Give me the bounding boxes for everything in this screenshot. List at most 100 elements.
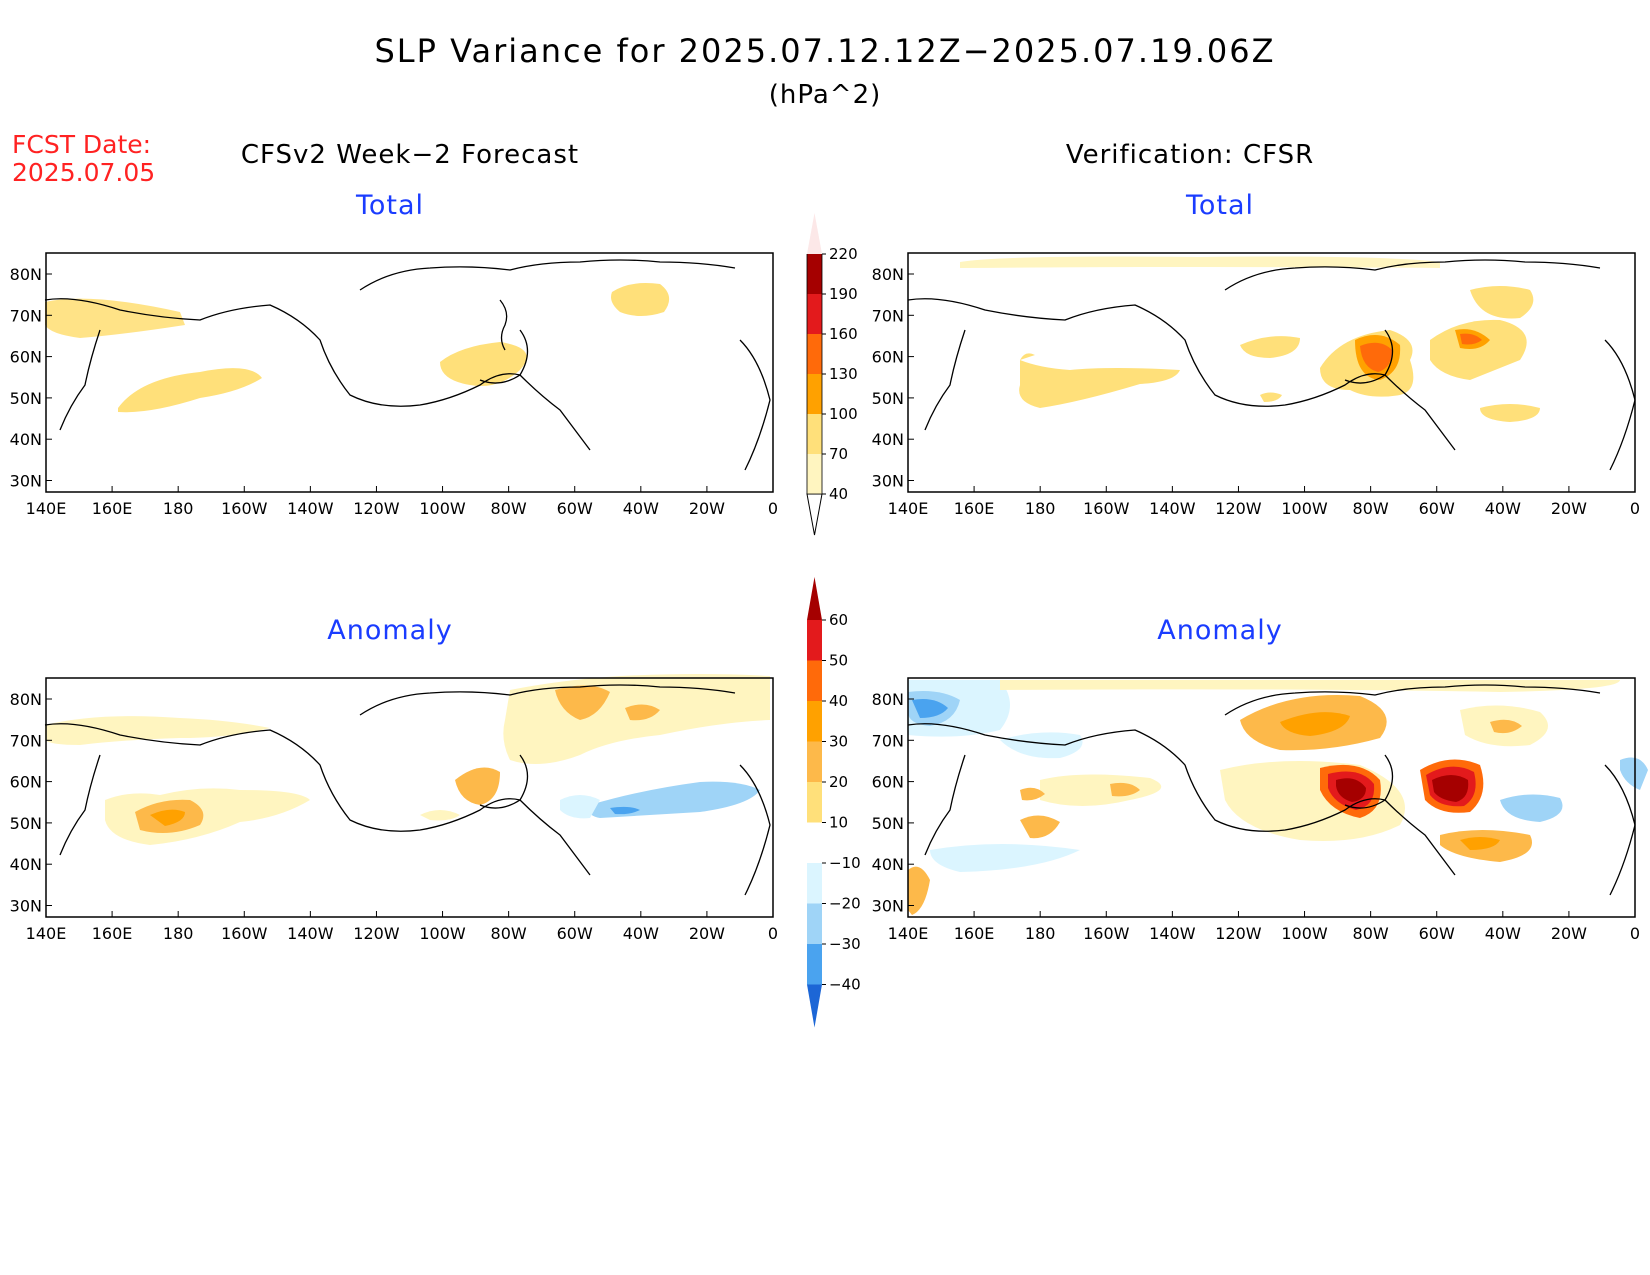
colorbar-total-label: 100 bbox=[829, 405, 858, 423]
lon-tick-label: 100W bbox=[1281, 924, 1328, 943]
coastline bbox=[44, 684, 771, 896]
lat-tick-label: 80N bbox=[10, 265, 42, 284]
colorbar-anomaly-label: −40 bbox=[829, 976, 861, 994]
lat-tick-label: 60N bbox=[872, 773, 904, 792]
lon-tick-label: 180 bbox=[163, 499, 194, 518]
coastline bbox=[907, 259, 1636, 471]
lon-tick-label: 140E bbox=[26, 924, 67, 943]
lon-tick-label: 0 bbox=[768, 924, 778, 943]
colorbar-total-swatch bbox=[807, 414, 822, 454]
column-head-forecast: CFSv2 Week−2 Forecast bbox=[240, 140, 580, 170]
lon-tick-label: 120W bbox=[1215, 924, 1262, 943]
map-frame bbox=[907, 252, 1636, 493]
lon-tick-label: 80W bbox=[1353, 499, 1389, 518]
colorbar-total-swatch bbox=[807, 454, 822, 494]
colorbar-anomaly-swatch bbox=[807, 822, 822, 863]
lon-tick-label: 120W bbox=[353, 499, 400, 518]
lat-tick-label: 50N bbox=[872, 814, 904, 833]
colorbar-total-swatch bbox=[807, 294, 822, 334]
colorbar-anomaly-swatch bbox=[807, 903, 822, 944]
colorbar-anomaly-label: 20 bbox=[829, 773, 848, 791]
panel-title-verification-anomaly: Anomaly bbox=[1157, 615, 1283, 646]
lon-axis-labels: 140E 160E 180 160W 140W 120W 100W 80W 60W 40W 20W 0 bbox=[888, 911, 1640, 943]
lon-tick-label: 160W bbox=[221, 924, 268, 943]
lon-tick-label: 160E bbox=[92, 499, 133, 518]
colorbar-anomaly-label: −20 bbox=[829, 895, 861, 913]
panel-title-forecast-total: Total bbox=[355, 190, 425, 221]
lon-tick-label: 0 bbox=[768, 499, 778, 518]
lon-tick-label: 60W bbox=[1419, 499, 1455, 518]
lon-tick-label: 160W bbox=[1083, 499, 1130, 518]
colorbar-anomaly-label: −10 bbox=[829, 854, 861, 872]
lat-tick-label: 30N bbox=[872, 472, 904, 491]
colorbar-total-label: 220 bbox=[829, 245, 858, 263]
lon-tick-label: 40W bbox=[1485, 499, 1521, 518]
lon-axis-labels: 140E 160E 180 160W 140W 120W 100W 80W 60W 40W 20W 0 bbox=[26, 486, 778, 518]
lon-tick-label: 80W bbox=[491, 499, 527, 518]
lon-tick-label: 40W bbox=[1485, 924, 1521, 943]
lon-tick-label: 60W bbox=[557, 499, 593, 518]
lon-tick-label: 140W bbox=[287, 924, 334, 943]
fcst-date-value: 2025.07.05 bbox=[12, 158, 156, 187]
lon-tick-label: 140W bbox=[287, 499, 334, 518]
lon-tick-label: 0 bbox=[1630, 924, 1640, 943]
lat-axis-labels: 80N 70N 60N 50N 40N 30N bbox=[872, 690, 914, 916]
lon-tick-label: 140E bbox=[888, 924, 929, 943]
lon-tick-label: 160E bbox=[92, 924, 133, 943]
lon-tick-label: 160E bbox=[954, 924, 995, 943]
lon-tick-label: 60W bbox=[1419, 924, 1455, 943]
lat-tick-label: 50N bbox=[10, 389, 42, 408]
lon-tick-label: 0 bbox=[1630, 499, 1640, 518]
lon-tick-label: 140W bbox=[1149, 499, 1196, 518]
colorbar-anomaly-label: 50 bbox=[829, 652, 848, 670]
lon-tick-label: 120W bbox=[353, 924, 400, 943]
lon-tick-label: 100W bbox=[1281, 499, 1328, 518]
lat-tick-label: 40N bbox=[872, 430, 904, 449]
lat-tick-label: 30N bbox=[10, 472, 42, 491]
lat-axis-labels: 80N 70N 60N 50N 40N 30N bbox=[10, 265, 52, 491]
map-frame bbox=[45, 677, 774, 918]
lat-tick-label: 80N bbox=[872, 265, 904, 284]
colorbar-total-swatch bbox=[807, 374, 822, 414]
map-frame bbox=[907, 677, 1636, 918]
lat-tick-label: 80N bbox=[10, 690, 42, 709]
lat-tick-label: 80N bbox=[872, 690, 904, 709]
lat-tick-label: 30N bbox=[872, 897, 904, 916]
lon-tick-label: 180 bbox=[163, 924, 194, 943]
units-label: (hPa^2) bbox=[768, 80, 882, 110]
colorbar-anomaly-bottom-arrow bbox=[807, 984, 822, 1028]
colorbar-anomaly-swatch bbox=[807, 620, 822, 661]
colorbar-anomaly-swatch bbox=[807, 660, 822, 701]
lat-tick-label: 30N bbox=[10, 897, 42, 916]
colorbar-total-swatch bbox=[807, 334, 822, 374]
colorbar-anomaly-label: 60 bbox=[829, 611, 848, 629]
lat-axis-labels: 80N 70N 60N 50N 40N 30N bbox=[872, 265, 914, 491]
lon-tick-label: 160W bbox=[1083, 924, 1130, 943]
colorbar-total-label: 40 bbox=[829, 485, 848, 503]
panel-title-verification-total: Total bbox=[1185, 190, 1255, 221]
lon-tick-label: 160E bbox=[954, 499, 995, 518]
lon-tick-label: 20W bbox=[689, 924, 725, 943]
lat-tick-label: 40N bbox=[872, 855, 904, 874]
lon-tick-label: 60W bbox=[557, 924, 593, 943]
colorbar-anomaly-label: 40 bbox=[829, 692, 848, 710]
lon-tick-label: 180 bbox=[1025, 924, 1056, 943]
lon-axis-labels: 140E 160E 180 160W 140W 120W 100W 80W 60W 40W 20W 0 bbox=[888, 486, 1640, 518]
fcst-date-label: FCST Date: bbox=[12, 130, 152, 159]
colorbar-anomaly-swatch bbox=[807, 741, 822, 782]
lon-tick-label: 140E bbox=[888, 499, 929, 518]
lon-axis-labels: 140E 160E 180 160W 140W 120W 100W 80W 60W 40W 20W 0 bbox=[26, 911, 778, 943]
lon-tick-label: 140W bbox=[1149, 924, 1196, 943]
colorbar-anomaly-swatch bbox=[807, 701, 822, 742]
column-head-verification: Verification: CFSR bbox=[1065, 140, 1315, 170]
colorbar-total-label: 130 bbox=[829, 365, 858, 383]
lat-tick-label: 70N bbox=[10, 306, 42, 325]
coastline bbox=[907, 684, 1636, 896]
colorbar-anomaly-top-arrow bbox=[807, 577, 822, 620]
lon-tick-label: 140E bbox=[26, 499, 67, 518]
